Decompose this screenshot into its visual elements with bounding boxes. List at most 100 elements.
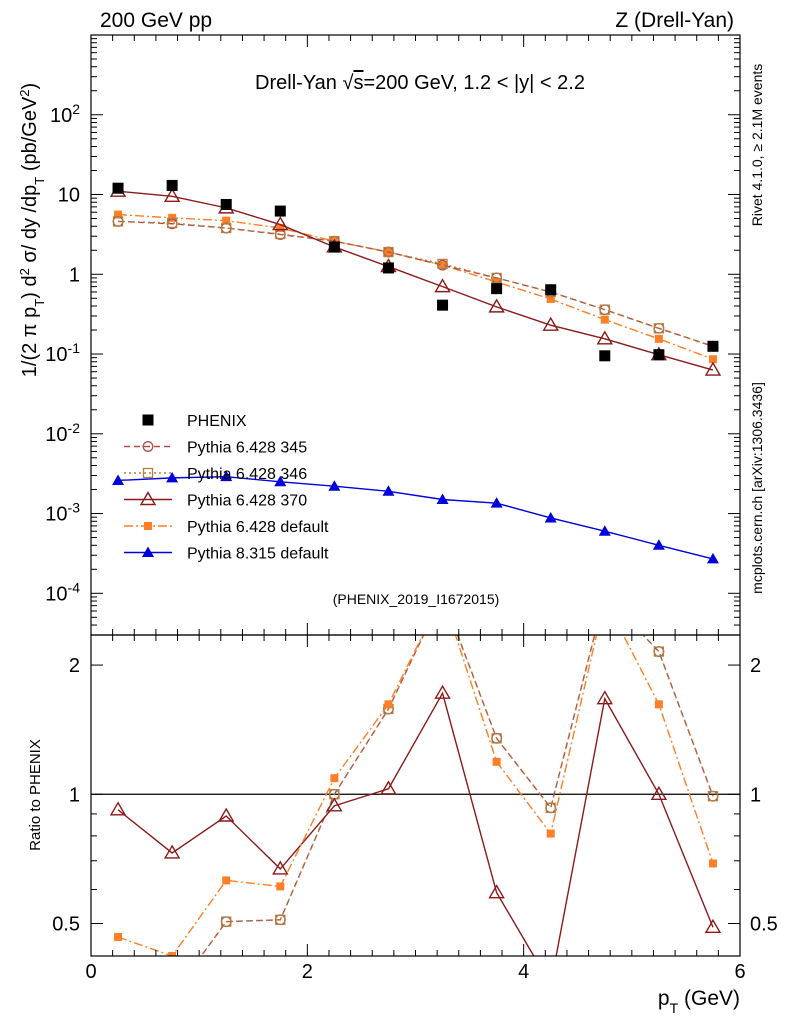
ratio-point-p345: [545, 802, 557, 814]
main-point-p370: [434, 278, 451, 293]
main-point-p8def: [328, 480, 341, 491]
ratio-point-p370: [380, 780, 397, 795]
main-point-p8def: [382, 485, 395, 496]
legend-label-PHENIX: PHENIX: [187, 413, 247, 430]
legend-marker-p345: [142, 441, 154, 452]
main-point-PHENIX: [545, 284, 557, 296]
legend-marker-PHENIX: [142, 414, 154, 426]
main-point-p8def: [490, 497, 503, 508]
ratio-axis-ticks: 0.5 0.5 1 1 2 2 0 2 4 6: [52, 635, 778, 983]
main-series-layer: [109, 179, 722, 564]
ratio-line-p6def: [117, 635, 714, 956]
ratio-point-p370: [488, 884, 505, 899]
main-point-p8def: [220, 470, 233, 482]
ratio-series-layer: [91, 635, 740, 956]
main-point-p346: [491, 272, 502, 284]
ratio-xtick-label: 2: [302, 961, 313, 983]
main-point-p346: [166, 217, 178, 229]
main-point-p6def: [276, 224, 285, 233]
ratio-ylabel: Ratio to PHENIX: [27, 739, 44, 851]
main-point-PHENIX: [382, 262, 394, 274]
main-line-p370: [117, 190, 714, 371]
ratio-ytick-label-right: 2: [750, 655, 761, 677]
main-point-p6def: [222, 216, 231, 225]
ratio-point-p6def: [168, 952, 177, 956]
main-point-p346: [599, 304, 610, 315]
main-series-p345: [112, 215, 719, 352]
main-point-PHENIX: [166, 179, 178, 191]
ratio-ytick-label-right: 1: [750, 784, 761, 806]
ratio-series-p6def: [114, 635, 717, 956]
ratio-point-p370: [434, 684, 451, 699]
main-line-p8def: [118, 475, 714, 560]
ratio-ytick-label-right: 0.5: [750, 913, 778, 935]
ratio-point-p370: [650, 785, 668, 800]
main-point-p370: [596, 330, 614, 345]
ratio-line-p370: [117, 691, 714, 956]
main-point-PHENIX: [328, 241, 340, 253]
ratio-point-p346: [221, 916, 232, 927]
main-line-p6def: [117, 213, 714, 360]
ratio-point-p370: [163, 844, 181, 859]
ratio-ytick-label-left: 0.5: [52, 913, 80, 935]
main-point-PHENIX: [599, 350, 611, 362]
main-point-p6def: [114, 210, 123, 219]
ratio-frame: [90, 634, 741, 957]
main-point-p370: [163, 187, 181, 202]
header-left: 200 GeV pp: [100, 9, 212, 32]
ratio-point-p6def: [654, 700, 663, 709]
main-point-p8def: [436, 493, 449, 504]
main-point-p8def: [706, 552, 719, 564]
ratio-point-p346: [491, 733, 502, 744]
rivet-version: Rivet 4.1.0, ≥ 2.1M events: [749, 64, 765, 227]
legend-marker-p370: [139, 491, 157, 506]
main-point-p346: [383, 246, 394, 258]
main-point-PHENIX: [220, 198, 232, 210]
main-point-p6def: [708, 355, 717, 364]
legend-label-p6def: Pythia 6.428 default: [187, 519, 329, 536]
main-ytick-label: 10-3: [45, 500, 80, 526]
legend-entry-p8def: Pythia 8.315 default: [124, 546, 329, 563]
legend-label-p8def: Pythia 8.315 default: [187, 546, 329, 563]
main-point-p8def: [544, 511, 557, 523]
main-point-PHENIX: [112, 182, 124, 194]
main-point-p370: [488, 298, 505, 313]
main-point-p370: [542, 316, 559, 331]
main-title: Drell-Yan √s=200 GeV, 1.2 < |y| < 2.2: [255, 72, 585, 94]
main-point-p6def: [654, 334, 663, 343]
main-point-PHENIX: [707, 340, 719, 352]
ratio-point-p345: [653, 646, 665, 658]
legend-entry-p6def: Pythia 6.428 default: [124, 519, 329, 536]
ratio-point-p6def: [330, 774, 339, 783]
legend: PHENIX Pythia 6.428 345 Pythia 6.428 346 Py…: [124, 413, 329, 563]
main-point-PHENIX: [274, 205, 286, 217]
ratio-xtick-label: 4: [518, 961, 529, 983]
ratio-point-p346: [653, 646, 665, 657]
ratio-ytick-label-left: 1: [69, 784, 80, 806]
ratio-point-p6def: [222, 876, 231, 885]
main-point-p8def: [166, 471, 179, 483]
ratio-point-p6def: [276, 882, 285, 891]
ratio-point-p346: [275, 914, 286, 925]
ratio-line-p345: [200, 635, 714, 956]
main-series-p370: [109, 182, 722, 376]
main-series-p6def: [114, 210, 717, 364]
main-point-p6def: [600, 315, 609, 324]
main-axis-ticks: 10-4 10-3 10-2 10-1 1 10 102: [45, 34, 741, 636]
main-point-PHENIX: [653, 349, 665, 361]
ratio-xlabel: pT (GeV): [658, 987, 740, 1016]
legend-entry-p346: Pythia 6.428 346: [124, 466, 307, 483]
legend-marker-p346: [142, 467, 154, 479]
main-line-p345: [118, 220, 714, 347]
main-series-PHENIX: [112, 179, 719, 362]
main-point-p370: [704, 361, 722, 376]
ratio-point-p370: [217, 807, 235, 822]
legend-marker-p8def: [142, 546, 154, 557]
ratio-point-p370: [596, 690, 614, 705]
ratio-line-p346: [200, 635, 714, 956]
ratio-series-p346: [200, 635, 719, 956]
main-series-p8def: [112, 470, 719, 564]
main-point-PHENIX: [437, 299, 449, 311]
legend-label-p346: Pythia 6.428 346: [187, 466, 307, 483]
main-point-p8def: [274, 475, 287, 487]
